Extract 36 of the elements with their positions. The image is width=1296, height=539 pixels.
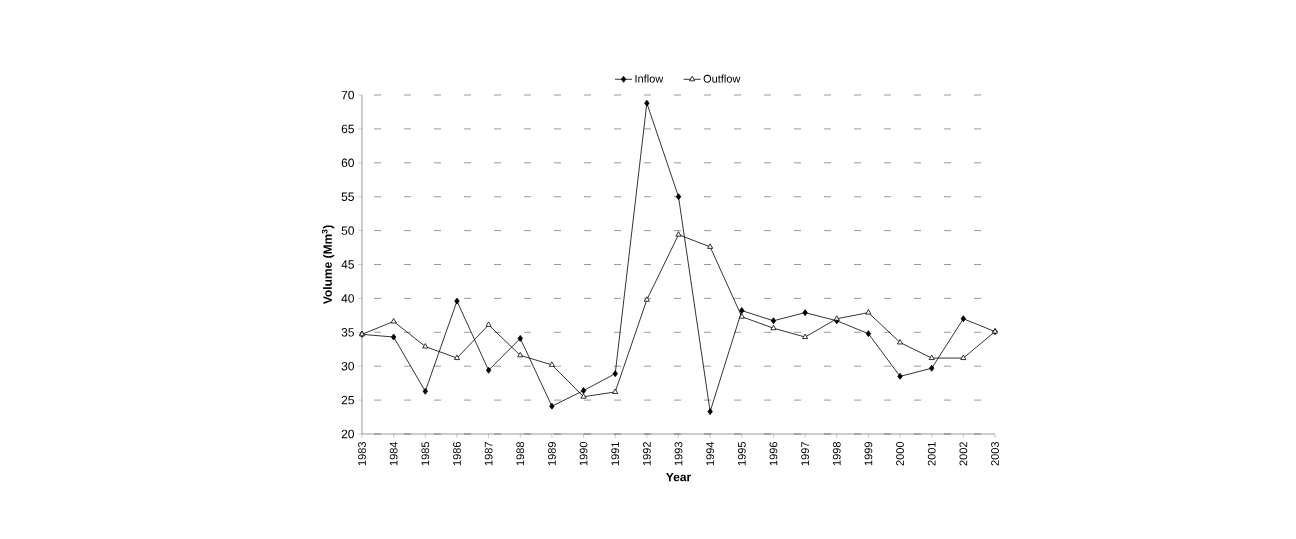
y-tick-label: 30: [341, 361, 355, 371]
x-tick-label: 1990: [579, 441, 588, 466]
y-tick-label: 20: [341, 429, 355, 439]
x-tick-label: 1987: [484, 442, 493, 466]
x-axis-title: Year: [666, 472, 691, 482]
x-tick-label: 2003: [991, 442, 999, 466]
x-tick-label: 1999: [864, 442, 873, 466]
x-tick-label: 1997: [801, 442, 809, 466]
x-tick-label: 2000: [896, 441, 904, 466]
y-tick-label: 40: [341, 294, 355, 303]
legend-label: Outflow: [703, 74, 741, 83]
y-tick-label: 25: [341, 395, 354, 405]
x-tick-label: 1985: [421, 442, 430, 466]
y-tick-label: 65: [341, 124, 354, 134]
y-tick-label: 50: [341, 226, 355, 235]
x-tick-label: 1996: [769, 442, 778, 466]
x-tick-label: 1986: [453, 442, 461, 466]
x-tick-label: 1983: [358, 442, 366, 466]
x-tick-label: 1984: [389, 441, 398, 466]
x-tick-label: 1992: [642, 442, 651, 466]
x-tick-label: 1993: [674, 442, 683, 466]
x-tick-label: 2002: [959, 442, 968, 466]
y-tick-label: 35: [341, 328, 354, 337]
y-tick-label: 60: [341, 158, 355, 168]
x-tick-label: 1991: [611, 442, 620, 466]
x-tick-label: 1994: [706, 441, 715, 466]
y-axis-title: Volume (Mm$^{3}$): [321, 225, 335, 305]
y-tick-label: 45: [341, 260, 354, 269]
x-tick-label: 2001: [927, 442, 936, 466]
y-tick-label: 70: [341, 90, 355, 100]
x-tick-label: 1988: [516, 442, 525, 466]
x-tick-label: 1989: [548, 442, 556, 466]
x-tick-label: 1998: [832, 442, 841, 466]
y-tick-label: 55: [341, 192, 354, 201]
x-tick-label: 1995: [737, 442, 746, 466]
legend-label: Inflow: [635, 74, 664, 83]
